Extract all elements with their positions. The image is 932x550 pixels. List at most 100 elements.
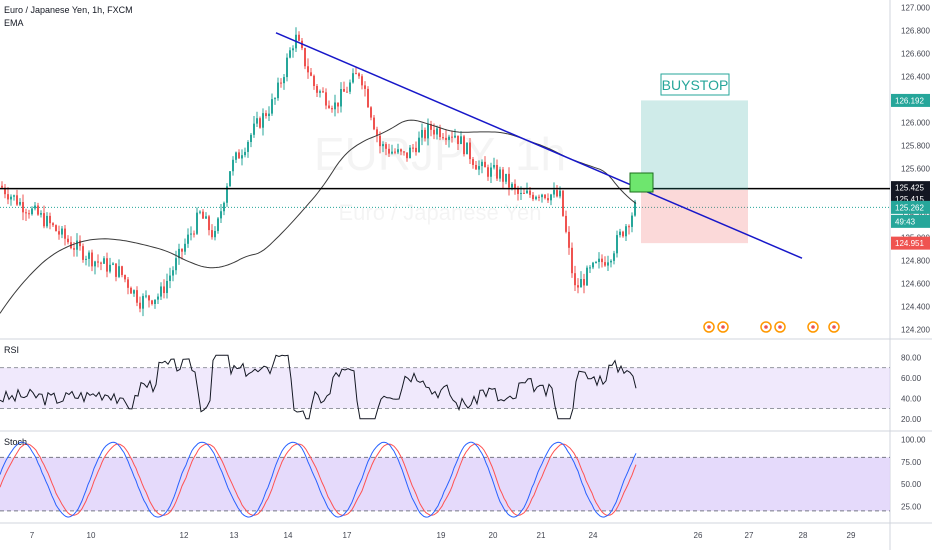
candle-down (121, 266, 123, 275)
stoch-tick-label: 100.00 (901, 436, 926, 445)
candle-up (277, 82, 279, 99)
candle-down (532, 194, 534, 200)
rsi-tick-label: 60.00 (901, 374, 922, 383)
candle-down (475, 164, 477, 170)
candle-up (286, 57, 288, 78)
candle-up (133, 290, 135, 294)
candle-up (526, 190, 528, 194)
price-tag-label: 125.262 (895, 203, 924, 212)
candle-up (145, 295, 147, 297)
candle-down (202, 211, 204, 219)
candle-up (88, 252, 90, 259)
candle-down (55, 225, 57, 232)
candle-up (598, 258, 600, 262)
stoch-tick-label: 75.00 (901, 458, 922, 467)
candle-down (502, 169, 504, 182)
candle-up (232, 159, 234, 172)
candle-up (634, 201, 636, 216)
date-tick-label: 24 (589, 531, 598, 540)
price-tick-label: 125.800 (901, 142, 930, 151)
candle-down (412, 147, 414, 149)
ema-indicator-label[interactable]: EMA (4, 18, 24, 28)
candle-up (391, 151, 393, 154)
candle-up (349, 82, 351, 92)
rsi-tick-label: 20.00 (901, 415, 922, 424)
candle-up (109, 264, 111, 272)
candle-down (415, 147, 417, 153)
economic-event-icon-dot (832, 325, 836, 329)
candle-down (523, 192, 525, 194)
date-tick-label: 12 (180, 531, 189, 540)
date-tick-label: 21 (537, 531, 546, 540)
candle-down (373, 117, 375, 130)
candle-down (571, 247, 573, 274)
candle-up (160, 286, 162, 297)
price-tag (891, 200, 930, 214)
candle-down (67, 238, 69, 243)
candle-down (424, 129, 426, 139)
candle-up (241, 155, 243, 159)
price-tick-label: 126.000 (901, 119, 930, 128)
candle-down (136, 290, 138, 303)
candle-up (223, 202, 225, 212)
candle-down (346, 91, 348, 93)
candle-down (463, 136, 465, 155)
candle-down (538, 196, 540, 198)
economic-event-icon-dot (707, 325, 711, 329)
candle-up (196, 212, 198, 234)
candle-down (469, 142, 471, 160)
candle-down (508, 173, 510, 188)
candle-down (337, 102, 339, 107)
candle-down (556, 190, 558, 197)
candle-down (322, 91, 324, 93)
candle-down (97, 261, 99, 263)
stoch-pane-label[interactable]: Stoch (4, 437, 28, 447)
price-tick-label: 125.600 (901, 165, 930, 174)
candle-up (580, 279, 582, 288)
candle-up (550, 194, 552, 201)
candle-up (142, 296, 144, 309)
candle-down (457, 135, 459, 145)
candle-down (385, 144, 387, 149)
candle-down (568, 231, 570, 248)
candle-down (7, 194, 9, 200)
candle-up (499, 169, 501, 179)
candle-down (37, 205, 39, 215)
candle-up (289, 50, 291, 58)
candle-down (52, 223, 54, 226)
candle-down (601, 258, 603, 263)
candle-down (604, 262, 606, 266)
candle-down (280, 82, 282, 84)
candle-down (100, 262, 102, 264)
candle-up (157, 296, 159, 300)
price-tick-label: 124.400 (901, 303, 930, 312)
rsi-pane-label[interactable]: RSI (4, 345, 20, 355)
candle-down (484, 161, 486, 168)
rsi-line (0, 354, 637, 420)
date-tick-label: 7 (30, 531, 35, 540)
candle-down (574, 273, 576, 286)
candle-down (451, 136, 453, 138)
candle-down (472, 159, 474, 165)
candle-up (31, 208, 33, 215)
candle-down (529, 190, 531, 195)
candles-group (1, 27, 636, 317)
candle-down (43, 213, 45, 227)
candle-up (271, 99, 273, 114)
candle-up (103, 258, 105, 264)
candle-down (211, 230, 213, 238)
candle-up (586, 267, 588, 286)
economic-event-icon-dot (811, 325, 815, 329)
candle-up (352, 73, 354, 83)
price-tag-label: 125.425 (895, 184, 924, 193)
candle-down (376, 129, 378, 136)
price-tag-label: 126.192 (895, 96, 924, 105)
date-tick-label: 29 (847, 531, 856, 540)
candle-up (631, 215, 633, 227)
price-tag (891, 236, 930, 250)
price-tick-label: 124.600 (901, 280, 930, 289)
candle-up (256, 118, 258, 124)
date-tick-label: 19 (437, 531, 446, 540)
candle-down (379, 135, 381, 147)
